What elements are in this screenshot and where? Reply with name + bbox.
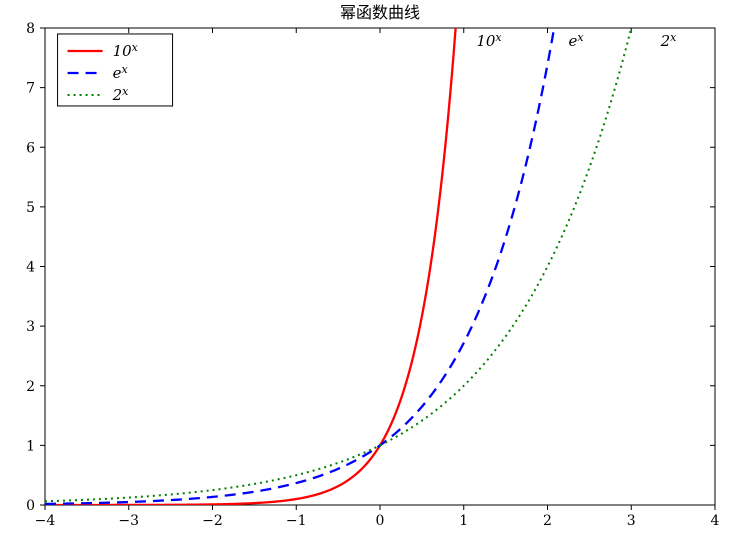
inline-label-e^x: ex: [568, 31, 584, 50]
y-tick-label: 8: [26, 21, 35, 37]
x-tick-label: −2: [202, 513, 223, 529]
y-tick-label: 5: [26, 200, 35, 216]
y-tick-label: 0: [26, 498, 35, 514]
x-tick-label: 0: [376, 513, 385, 529]
x-tick-label: 2: [543, 513, 552, 529]
chart-container: 幂函数曲线−4−3−2−10123401234567810xex2x10xex2…: [0, 0, 731, 536]
x-tick-label: −3: [118, 513, 139, 529]
x-tick-label: 3: [627, 513, 636, 529]
x-tick-label: −4: [35, 513, 56, 529]
x-tick-label: −1: [286, 513, 307, 529]
y-tick-label: 2: [26, 379, 35, 395]
y-tick-label: 4: [26, 260, 35, 276]
x-tick-label: 4: [711, 513, 720, 529]
y-tick-label: 3: [26, 319, 35, 335]
y-tick-label: 6: [26, 140, 35, 156]
chart-svg: 幂函数曲线−4−3−2−10123401234567810xex2x10xex2…: [0, 0, 731, 536]
y-tick-label: 1: [26, 438, 35, 454]
inline-label-10^x: 10x: [476, 31, 502, 50]
x-tick-label: 1: [459, 513, 468, 529]
y-tick-label: 7: [26, 81, 35, 97]
chart-title: 幂函数曲线: [340, 4, 420, 22]
inline-label-2^x: 2x: [660, 31, 678, 50]
